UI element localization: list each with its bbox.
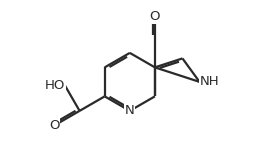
Text: HO: HO [45,79,65,92]
Text: N: N [125,104,135,117]
Text: NH: NH [200,75,219,88]
Text: O: O [150,10,160,23]
Text: O: O [49,119,60,132]
